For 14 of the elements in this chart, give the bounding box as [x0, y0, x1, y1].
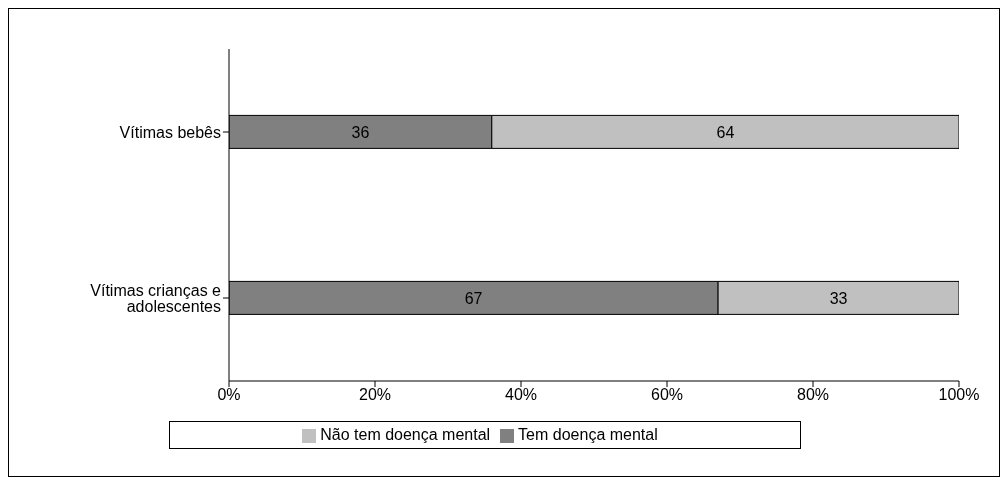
x-tick-label: 100%	[938, 386, 980, 404]
data-label: 36	[351, 123, 370, 141]
x-tick-label: 60%	[650, 386, 684, 404]
y-tick-label: Vítimas bebês	[119, 123, 221, 141]
y-tick-label: Vítimas crianças e adolescentes	[90, 281, 222, 315]
legend-label: Tem doença mental	[518, 426, 658, 443]
data-label: 64	[716, 123, 735, 141]
x-tick-label: 0%	[217, 386, 241, 404]
legend-label: Não tem doença mental	[320, 426, 491, 443]
x-tick-label: 20%	[358, 386, 392, 404]
x-tick-label: 40%	[504, 386, 538, 404]
x-tick-label: 80%	[796, 386, 830, 404]
data-label: 67	[464, 289, 483, 307]
data-label: 33	[829, 289, 848, 307]
